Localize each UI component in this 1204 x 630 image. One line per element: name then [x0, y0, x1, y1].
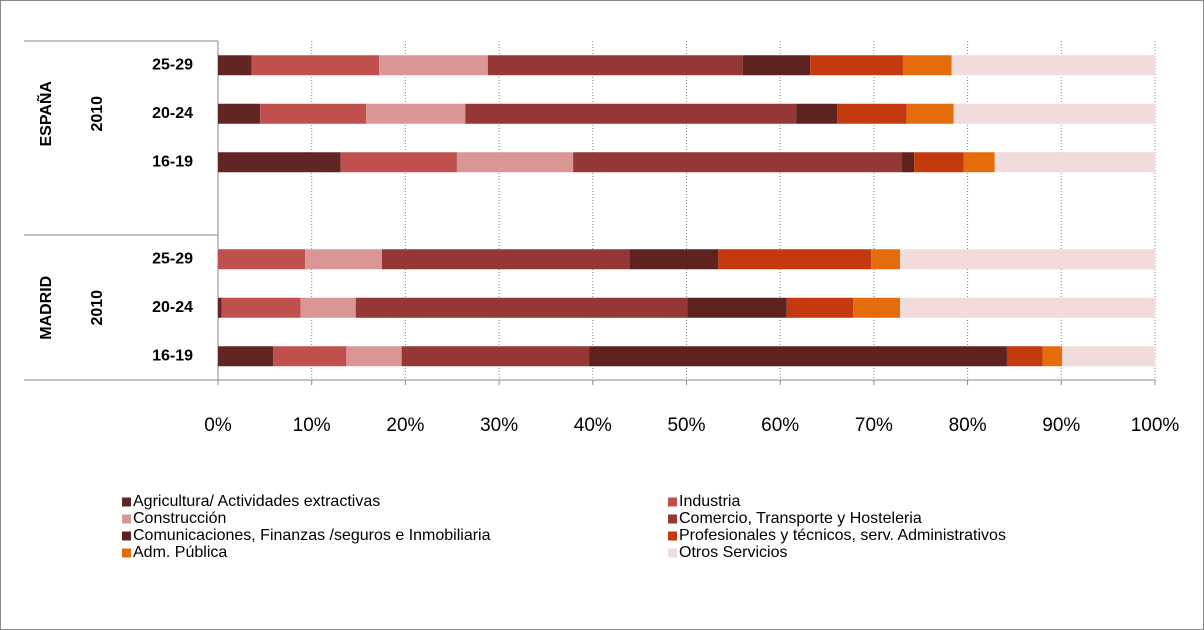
group-year: 2010 — [89, 290, 106, 326]
x-tick-label: 10% — [293, 415, 331, 436]
legend-swatch — [122, 548, 131, 558]
bar-segment — [837, 103, 907, 124]
bar-segment — [355, 297, 688, 318]
x-tick-label: 50% — [667, 415, 705, 436]
bar-segment — [796, 103, 838, 124]
bar-segment — [718, 249, 872, 270]
bar-segment — [273, 346, 347, 367]
bar-segment — [810, 55, 903, 76]
legend-label: Adm. Pública — [133, 544, 227, 561]
bar-segment — [573, 152, 903, 173]
bar-segment — [1006, 346, 1043, 367]
group-label: ESPAÑA — [35, 81, 55, 147]
bar-segment — [379, 55, 488, 76]
bar-segment — [629, 249, 719, 270]
category-label: 20-24 — [152, 299, 193, 316]
bar-segment — [218, 55, 252, 76]
x-tick-label: 20% — [386, 415, 424, 436]
bar-segment — [456, 152, 574, 173]
legend-label: Profesionales y técnicos, serv. Administ… — [679, 527, 1006, 544]
x-tick-label: 30% — [480, 415, 518, 436]
bar-segment — [221, 297, 301, 318]
group-year: 2010 — [89, 96, 106, 132]
legend-swatch — [668, 514, 677, 524]
bar-segment — [906, 103, 954, 124]
bar-segment — [401, 346, 590, 367]
bar-segment — [900, 297, 1155, 318]
bar-segment — [963, 152, 995, 173]
legend-swatch — [668, 548, 677, 558]
bar-segment — [742, 55, 811, 76]
bar-segment — [1042, 346, 1063, 367]
x-tick-label: 40% — [574, 415, 612, 436]
legend-label: Construcción — [133, 510, 226, 527]
bar-segment — [218, 103, 261, 124]
bar-segment — [994, 152, 1155, 173]
legend-label: Agricultura/ Actividades extractivas — [133, 493, 380, 510]
bar-segment — [465, 103, 797, 124]
legend-swatch — [668, 531, 677, 541]
legend-swatch — [122, 531, 131, 541]
bar-segment — [786, 297, 854, 318]
x-tick-label: 70% — [855, 415, 893, 436]
bar-segment — [914, 152, 964, 173]
group-label: MADRID — [38, 276, 55, 340]
x-tick-label: 80% — [949, 415, 987, 436]
legend-label: Industria — [679, 493, 740, 510]
bar-segment — [589, 346, 1007, 367]
bar-segment — [951, 55, 1155, 76]
bar-segment — [340, 152, 457, 173]
category-label: 25-29 — [152, 250, 193, 267]
category-label: 16-19 — [152, 347, 193, 364]
legend-label: Otros Servicios — [679, 544, 787, 561]
x-tick-label: 60% — [761, 415, 799, 436]
bar-segment — [1062, 346, 1155, 367]
category-label: 16-19 — [152, 153, 193, 170]
bar-segment — [251, 55, 380, 76]
bar-segment — [902, 152, 915, 173]
x-tick-label: 90% — [1042, 415, 1080, 436]
bar-segment — [953, 103, 1155, 124]
legend-swatch — [122, 514, 131, 524]
legend-label: Comercio, Transporte y Hosteleria — [679, 510, 922, 527]
legend-swatch — [668, 497, 677, 507]
bar-segment — [902, 55, 952, 76]
bar-segment — [346, 346, 402, 367]
bar-segment — [366, 103, 466, 124]
bar-segment — [218, 249, 306, 270]
bar-segment — [305, 249, 382, 270]
legend-label: Comunicaciones, Finanzas /seguros e Inmo… — [133, 527, 491, 544]
bar-segment — [381, 249, 630, 270]
category-label: 20-24 — [152, 105, 193, 122]
bar-segment — [871, 249, 901, 270]
bar-segment — [300, 297, 356, 318]
bar-segment — [687, 297, 787, 318]
bar-segment — [218, 152, 341, 173]
bar-segment — [487, 55, 743, 76]
bar-segment — [260, 103, 367, 124]
x-tick-label: 100% — [1131, 415, 1180, 436]
category-label: 25-29 — [152, 56, 193, 73]
legend-swatch — [122, 497, 131, 507]
bar-segment — [853, 297, 901, 318]
x-tick-label: 0% — [204, 415, 232, 436]
bar-segment — [218, 346, 274, 367]
bar-segment — [900, 249, 1155, 270]
bar-segment — [218, 297, 222, 318]
